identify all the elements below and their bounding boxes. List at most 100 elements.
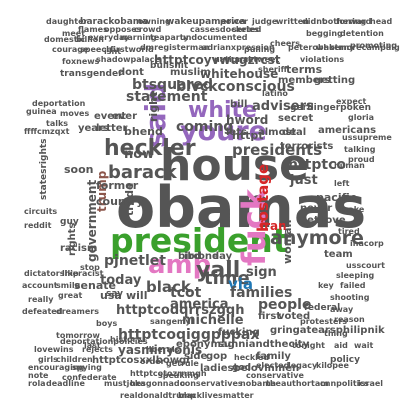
word-just: just (290, 173, 318, 188)
word-members: members (278, 75, 331, 86)
word-event: event (94, 111, 126, 122)
word-blacklivesmatter: blacklivesmatter (178, 391, 254, 400)
word-bhend: bhend (124, 125, 163, 138)
word-cheers: cheers (270, 39, 300, 48)
word-via: via (228, 275, 254, 293)
word-power: power (220, 17, 248, 26)
word-heckled: heckled (234, 353, 270, 362)
word-inacorp: inacorp (350, 239, 384, 248)
word-getting: getting (314, 75, 356, 86)
word-get: get (300, 215, 319, 226)
word-pacific: pacific (316, 191, 357, 204)
word-deportationpolicies: deportationpolicies (60, 337, 148, 346)
word-pjnetlet: pjnetlet (104, 253, 166, 269)
word-presidents: presidents (232, 141, 323, 159)
word-sign: sign (246, 265, 277, 280)
word-hesgonnado: hesgonnado (130, 379, 186, 388)
word-deal: deal (282, 127, 307, 138)
word-country: country (96, 195, 144, 208)
word-sheriff: sheriff (258, 65, 288, 74)
word-families: families (230, 285, 293, 301)
word-whotmorecampaign: whotmorecampaign (316, 43, 400, 52)
word-adrianxpression: adrianxpression (202, 43, 275, 52)
word-begging: begging (306, 29, 343, 38)
word-tcot: tcot (170, 285, 202, 301)
word-soon: soon (64, 163, 94, 176)
word-terrorists: terrorists (280, 141, 334, 152)
word-circuits: circuits (24, 207, 58, 216)
word-now: now (124, 147, 155, 162)
word-violations: violations (300, 55, 345, 64)
word-flames: flames (78, 25, 108, 34)
word-really: really (28, 295, 54, 304)
word-nobama: nobama (240, 379, 277, 388)
word-kilopee: kilopee (316, 361, 349, 370)
word-day: day (212, 251, 233, 262)
word-bothering: bothering (322, 17, 367, 26)
word-speech: speech (80, 45, 112, 54)
word-reason: reason (334, 315, 365, 324)
word-away: away (330, 305, 354, 314)
word-billion: billion (76, 35, 104, 44)
word-series: series (232, 25, 260, 34)
word-crowd: crowd (134, 25, 162, 34)
word-httpt: httpt (232, 129, 264, 142)
word-btsquared: btsquared (132, 77, 213, 93)
word-owning: owning (138, 17, 171, 26)
word-httptco: httptco (288, 157, 346, 173)
word-israel: israel (358, 379, 384, 388)
word-gringatearsphilipnik: gringatearsphilipnik (270, 325, 385, 336)
word-last: last (84, 341, 101, 350)
word-president: president (110, 221, 289, 260)
word-conservative: conservative (246, 371, 304, 380)
word-promoting: promoting (350, 41, 397, 50)
word-confederate: confederate (62, 373, 117, 382)
word-statesrights: statesrights (39, 138, 49, 200)
word-note: note (28, 371, 49, 380)
word-moves: moves (60, 109, 90, 118)
word-youre: youre (180, 116, 267, 147)
word-racism: racism (60, 243, 98, 254)
word-dmregisterman: dmregisterman (140, 43, 210, 52)
word-right: right (147, 91, 160, 122)
word-likeracist: likeracist (62, 269, 104, 278)
word-conservatives: conservatives (180, 379, 243, 388)
word-httptcotozrnmgh: httptcotozrnmgh (130, 369, 207, 378)
word-wait: wait (354, 341, 374, 350)
word-tonight: tonight (292, 341, 326, 350)
word-reddit: reddit (24, 221, 52, 230)
word-elected: elected (256, 361, 290, 370)
word-httptcoqiggpppax: httptcoqiggpppax (118, 327, 260, 343)
word-secret: secret (278, 113, 314, 124)
word-statement: statement (126, 89, 208, 105)
word-tomorrow: tomorrow (56, 331, 100, 340)
word-former: former (96, 179, 139, 192)
word-house: house (160, 140, 309, 191)
word-ladiesbelovinmen: ladiesbelovinmen (200, 363, 300, 374)
word-isnt: isnt (104, 47, 122, 56)
word-anymore: anymore (270, 227, 364, 249)
word-sleeping: sleeping (336, 271, 375, 280)
word-hword: hword (226, 113, 269, 127)
word-mustjoka: mustjoka (104, 379, 146, 388)
word-heckler: heckler (104, 136, 196, 161)
word-gerflingerpoken: gerflingerpoken (290, 103, 372, 113)
word-didnt: didnt (302, 17, 326, 26)
word-dreamers: dreamers (56, 307, 99, 316)
word-ffffcmzqxt: ffffcmzqxt (24, 127, 70, 136)
word-today: today (100, 273, 142, 288)
word-first: first (258, 311, 282, 322)
word-god: god (232, 363, 252, 373)
word-side: side (184, 351, 208, 362)
word-encouraging: encouraging (28, 363, 85, 372)
word-usscourt: usscourt (346, 261, 385, 270)
word-shooting: shooting (330, 293, 370, 302)
word-shadowpalace: shadowpalace (96, 55, 160, 64)
word-barackobama: barackobama (80, 17, 149, 27)
word-dont: dont (118, 67, 144, 78)
word-talks: talks (46, 119, 69, 128)
word-realdonaldtrump: realdonaldtrump (120, 391, 196, 400)
word-yall: yall (196, 258, 241, 283)
word-httptcodqrrszgqh: httptcodqrrszgqh (116, 303, 245, 318)
word-whitehouse: whitehouse (200, 67, 279, 81)
